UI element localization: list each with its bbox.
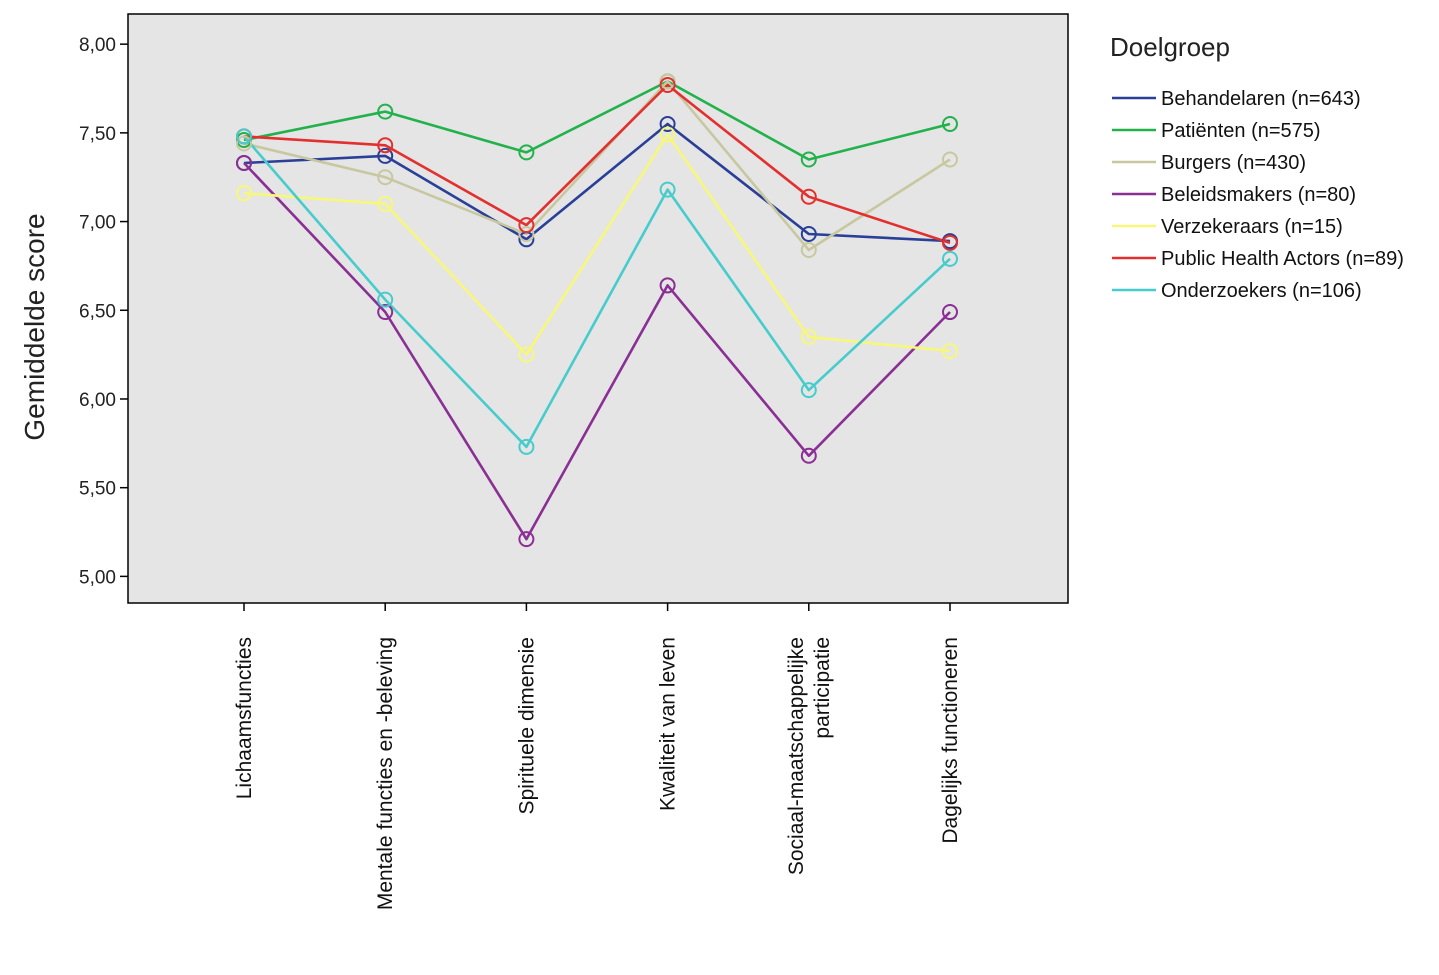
data-point — [942, 343, 958, 360]
data-point — [377, 195, 394, 212]
data-point — [659, 181, 676, 198]
series-line — [243, 133, 951, 356]
x-category-label: Dagelijks functioneren — [939, 637, 962, 844]
data-point — [236, 128, 252, 145]
data-point — [377, 304, 394, 321]
legend-title: Doelgroep — [1110, 32, 1230, 62]
data-point — [377, 291, 394, 308]
series-markers — [236, 73, 958, 548]
data-point — [518, 346, 535, 363]
y-tick-label: 7,00 — [79, 213, 116, 234]
data-point — [800, 382, 817, 399]
data-point — [659, 115, 676, 132]
legend-entry: Onderzoekers (n=106) — [1161, 280, 1362, 302]
data-point — [800, 225, 817, 242]
data-point — [377, 103, 394, 120]
data-point — [518, 531, 535, 548]
legend-entry: Patiënten (n=575) — [1161, 120, 1321, 142]
legend-entry: Public Health Actors (n=89) — [1161, 248, 1404, 270]
data-point — [659, 126, 676, 143]
legend-entry: Behandelaren (n=643) — [1161, 88, 1361, 110]
series-line — [243, 80, 951, 161]
legend-entry: Verzekeraars (n=15) — [1161, 216, 1343, 238]
legend: Doelgroep Behandelaren (n=643) Patiënten … — [1110, 32, 1404, 302]
data-point — [800, 241, 817, 258]
x-category-label: Mentale functies en -beleving — [374, 637, 397, 910]
y-tick-label: 6,00 — [79, 390, 116, 411]
data-point — [518, 225, 535, 242]
x-category-label: Spirituele dimensie — [515, 637, 538, 814]
data-point — [377, 137, 394, 154]
data-point — [659, 76, 676, 93]
x-category-label: Lichaamsfuncties — [233, 637, 256, 799]
data-point — [942, 304, 958, 321]
x-category-label: Kwaliteit van leven — [657, 637, 680, 811]
data-point — [942, 234, 958, 251]
y-tick-label: 7,50 — [79, 124, 116, 145]
data-point — [518, 438, 535, 455]
data-point — [236, 135, 252, 152]
series-lines — [243, 80, 951, 541]
data-point — [377, 169, 394, 186]
data-point — [800, 328, 817, 345]
x-axis: Lichaamsfuncties Mentale functies en -bel… — [233, 603, 962, 910]
data-point — [800, 447, 817, 464]
legend-entry: Beleidsmakers (n=80) — [1161, 184, 1356, 206]
data-point — [800, 188, 817, 205]
series-line — [243, 80, 951, 252]
data-point — [377, 147, 394, 164]
y-tick-label: 5,00 — [79, 567, 116, 588]
plot-area — [127, 13, 1069, 604]
series-line — [243, 162, 951, 541]
data-point — [800, 151, 817, 168]
x-category-label: Sociaal-maatschappelijke participatie — [785, 637, 834, 875]
data-point — [518, 217, 535, 234]
data-point — [236, 185, 252, 202]
data-point — [236, 155, 252, 172]
data-point — [518, 144, 535, 161]
y-axis: 5,00 5,50 6,00 6,50 7,00 7,50 8,00 — [79, 35, 128, 588]
y-tick-label: 6,50 — [79, 301, 116, 322]
y-tick-label: 8,00 — [79, 35, 116, 56]
data-point — [942, 115, 958, 132]
data-point — [659, 277, 676, 294]
data-point — [942, 250, 958, 267]
y-tick-label: 5,50 — [79, 479, 116, 500]
data-point — [942, 151, 958, 168]
series-line — [243, 135, 951, 449]
y-axis-title: Gemiddelde score — [19, 213, 50, 440]
series-line — [243, 83, 951, 245]
legend-entry: Burgers (n=430) — [1161, 152, 1306, 174]
